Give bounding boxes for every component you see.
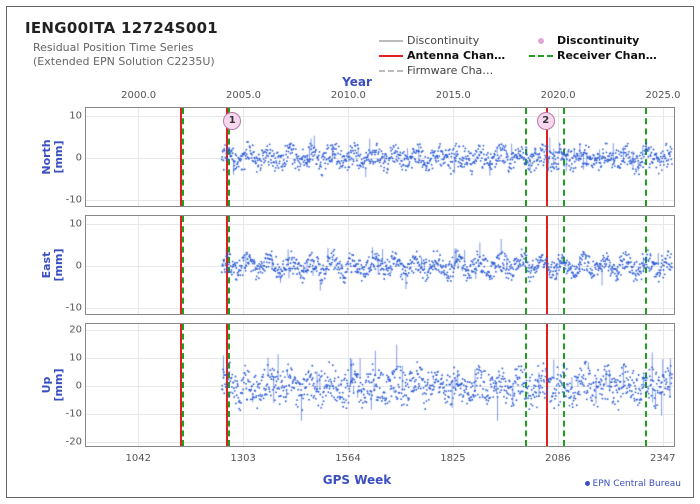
panel-east: East[mm]-10010 [85,215,675,315]
legend-swatch-icon [379,36,403,46]
legend-swatch-icon [379,51,403,61]
scatter-up [86,324,676,448]
ytick: 10 [54,352,82,363]
scatter-east [86,216,676,316]
scatter-north [86,108,676,208]
xtick-week: 1303 [230,453,255,464]
legend-label: Receiver Chan… [557,49,657,62]
discontinuity-marker: 2 [537,112,555,130]
xtick-week: 1042 [126,453,151,464]
ytick: 0 [54,153,82,164]
xtick-week: 2086 [545,453,570,464]
panel-north: North[mm]-100102000.02005.02010.02015.02… [85,107,675,207]
legend-label: Discontinuity [557,34,639,47]
panel-up: Up[mm]-20-100102010421303156418252086234… [85,323,675,447]
ytick: -10 [54,409,82,420]
legend-swatch-icon [529,36,553,46]
ytick: 10 [54,219,82,230]
discontinuity-marker: 1 [223,112,241,130]
xtick-year: 2015.0 [436,90,471,101]
ytick: -10 [54,302,82,313]
legend-item: Discontinuity [529,33,679,48]
xtick-week: 2347 [650,453,675,464]
plot-area: North[mm]-100102000.02005.02010.02015.02… [85,107,675,447]
ytick: 10 [54,111,82,122]
legend-label: Discontinuity [407,34,479,47]
xtick-year: 2020.0 [541,90,576,101]
chart-frame: IENG00ITA 12724S001 Residual Position Ti… [6,6,694,498]
legend-swatch-icon [379,66,403,76]
ytick: 20 [54,324,82,335]
chart-subtitle: Residual Position Time Series (Extended … [33,41,215,70]
ytick: -10 [54,194,82,205]
legend: Discontinuity Discontinuity Antenna Chan… R… [379,33,679,78]
legend-label: Antenna Chan… [407,49,505,62]
legend-item: Discontinuity [379,33,529,48]
chart-title: IENG00ITA 12724S001 [25,19,218,37]
xtick-week: 1825 [440,453,465,464]
xtick-year: 2010.0 [331,90,366,101]
legend-item: Receiver Chan… [529,48,679,63]
legend-swatch-icon [529,51,553,61]
xtick-week: 1564 [335,453,360,464]
footer-credit: EPN Central Bureau [585,479,681,489]
footer-text: EPN Central Bureau [593,479,681,489]
ytick: 0 [54,381,82,392]
legend-item: Antenna Chan… [379,48,529,63]
ytick: 0 [54,261,82,272]
xtick-year: 2000.0 [121,90,156,101]
xtick-year: 2005.0 [226,90,261,101]
top-axis-label: Year [7,75,700,89]
footer-dot-icon [585,481,590,486]
subtitle-line2: (Extended EPN Solution C2235U) [33,55,215,68]
xtick-year: 2025.0 [645,90,680,101]
ytick: -20 [54,437,82,448]
subtitle-line1: Residual Position Time Series [33,41,194,54]
